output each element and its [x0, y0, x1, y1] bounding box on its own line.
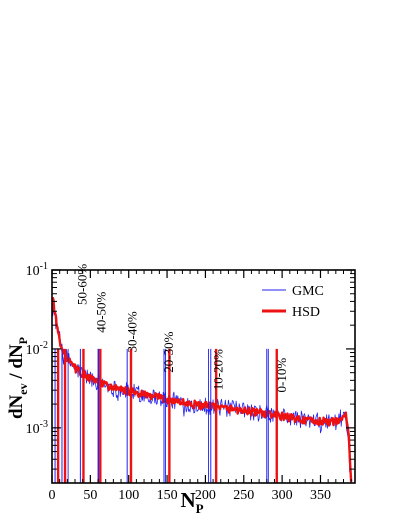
legend-label-hsd: HSD [292, 305, 320, 320]
y-tick-exp: -2 [40, 340, 48, 351]
legend-label-gmc: GMC [292, 284, 324, 299]
centrality-labels: 50-60% 40-50% 30-40% 20-30% 10-20% 0-10% [75, 264, 290, 393]
series-line-hsd [52, 296, 353, 482]
x-axis-title: NP [180, 488, 203, 516]
y-axis-title: dNev / dNP [6, 337, 30, 419]
centrality-boundaries [54, 348, 278, 483]
x-axis-title-main: N [180, 488, 195, 512]
y-axis-title-part-3: / dN [6, 344, 27, 383]
legend: GMC HSD [262, 284, 324, 320]
x-tick-label: 150 [157, 488, 178, 503]
x-tick-label: 100 [118, 488, 139, 503]
y-tick-exp: -3 [40, 419, 48, 430]
y-tick-base: 10 [26, 264, 40, 279]
centrality-label: 0-10% [274, 358, 289, 393]
y-tick-base: 10 [26, 343, 40, 358]
centrality-label: 10-20% [210, 349, 225, 390]
y-tick-base: 10 [26, 422, 40, 437]
y-tick-label: 10-1 [26, 261, 48, 279]
x-tick-label: 0 [49, 488, 56, 503]
y-axis-title-part-4: P [16, 337, 30, 344]
y-axis-title-part-1: dN [6, 394, 27, 419]
y-tick-exp: -1 [40, 261, 48, 272]
centrality-label: 50-60% [75, 264, 90, 305]
y-tick-label: 10-3 [26, 419, 48, 437]
series-layer [52, 296, 353, 482]
centrality-label: 40-50% [94, 291, 109, 332]
plot-frame [51, 269, 356, 484]
y-tick-label: 10-2 [26, 340, 48, 358]
x-tick-label: 200 [195, 488, 216, 503]
y-axis-title-part-2: ev [16, 383, 30, 394]
x-tick-label: 250 [233, 488, 254, 503]
x-tick-label: 350 [310, 488, 331, 503]
x-tick-label: 50 [83, 488, 97, 503]
centrality-label: 30-40% [124, 311, 139, 352]
x-tick-label: 300 [272, 488, 293, 503]
x-axis-title-sub: P [196, 501, 204, 516]
centrality-label: 20-30% [161, 331, 176, 372]
